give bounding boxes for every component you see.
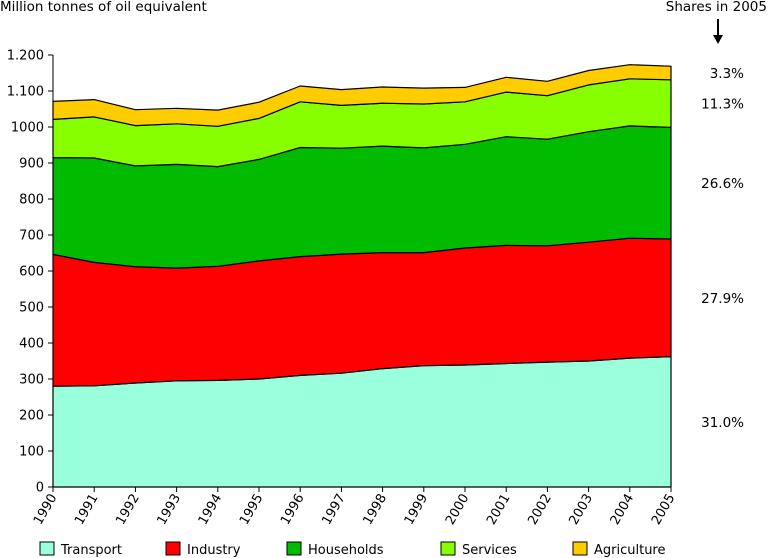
x-tick-label: 1998 bbox=[361, 492, 391, 528]
share-label-services: 11.3% bbox=[701, 97, 744, 113]
y-tick-label: 600 bbox=[19, 265, 44, 280]
legend-item-agriculture: Agriculture bbox=[572, 541, 666, 558]
legend-label: Agriculture bbox=[594, 543, 666, 558]
x-tick-label: 1999 bbox=[402, 492, 432, 528]
x-tick-label: 2000 bbox=[443, 492, 473, 528]
y-tick-label: 1.200 bbox=[7, 49, 44, 64]
stacked-areas bbox=[52, 64, 672, 488]
shares-title: Shares in 2005 bbox=[666, 0, 767, 15]
y-tick-label: 700 bbox=[19, 229, 44, 244]
y-tick-label: 900 bbox=[19, 157, 44, 172]
share-labels: 31.0% 27.9% 26.6% 11.3% 3.3% bbox=[701, 66, 744, 431]
share-label-agriculture: 3.3% bbox=[710, 66, 744, 82]
y-tick-label: 400 bbox=[19, 337, 44, 352]
y-tick-label: 1.100 bbox=[7, 85, 44, 100]
y-tick-label: 800 bbox=[19, 193, 44, 208]
x-tick-label: 1991 bbox=[72, 492, 102, 528]
area-agriculture bbox=[52, 64, 672, 127]
x-tick-label: 2003 bbox=[567, 492, 597, 528]
x-tick-label: 2004 bbox=[608, 492, 638, 528]
legend-label: Services bbox=[462, 543, 517, 558]
y-tick-label: 0 bbox=[36, 481, 44, 496]
y-tick-label: 500 bbox=[19, 301, 44, 316]
x-axis-ticks: 1990 1991 1992 1993 1994 1995 1996 1997 1998 1999… bbox=[31, 487, 679, 528]
x-tick-label: 1990 bbox=[31, 492, 61, 528]
legend-swatch bbox=[165, 541, 181, 556]
legend-item-households: Households bbox=[286, 541, 384, 558]
x-tick-label: 1994 bbox=[196, 492, 226, 528]
legend-swatch bbox=[39, 541, 55, 556]
share-label-industry: 27.9% bbox=[701, 291, 744, 307]
legend-label: Households bbox=[308, 543, 384, 558]
share-label-transport: 31.0% bbox=[701, 415, 744, 431]
x-tick-label: 2005 bbox=[649, 492, 679, 528]
legend-item-transport: Transport bbox=[39, 541, 122, 558]
x-tick-label: 1995 bbox=[237, 492, 267, 528]
y-axis-title: Million tonnes of oil equivalent bbox=[0, 0, 207, 15]
share-label-households: 26.6% bbox=[701, 176, 744, 192]
x-tick-label: 1997 bbox=[319, 492, 349, 528]
legend-label: Industry bbox=[187, 543, 241, 558]
y-tick-label: 1000 bbox=[11, 121, 44, 136]
legend-swatch bbox=[440, 541, 456, 556]
legend-item-services: Services bbox=[440, 541, 517, 558]
y-tick-label: 300 bbox=[19, 373, 44, 388]
y-tick-label: 200 bbox=[19, 409, 44, 424]
legend-label: Transport bbox=[60, 543, 122, 558]
x-tick-label: 2002 bbox=[525, 492, 555, 528]
x-tick-label: 1996 bbox=[278, 492, 308, 528]
y-axis-ticks: 0 100 200 300 400 500 600 700 800 900 1000 1.100 1.2… bbox=[7, 49, 53, 496]
y-tick-label: 100 bbox=[19, 445, 44, 460]
shares-arrow-icon bbox=[713, 19, 723, 44]
x-tick-label: 1993 bbox=[155, 492, 185, 528]
x-tick-label: 1992 bbox=[113, 492, 143, 528]
legend: Transport Industry Households Services Agric… bbox=[39, 541, 666, 558]
legend-item-industry: Industry bbox=[165, 541, 241, 558]
x-tick-label: 2001 bbox=[484, 492, 514, 528]
legend-swatch bbox=[572, 541, 588, 556]
legend-swatch bbox=[286, 541, 302, 556]
